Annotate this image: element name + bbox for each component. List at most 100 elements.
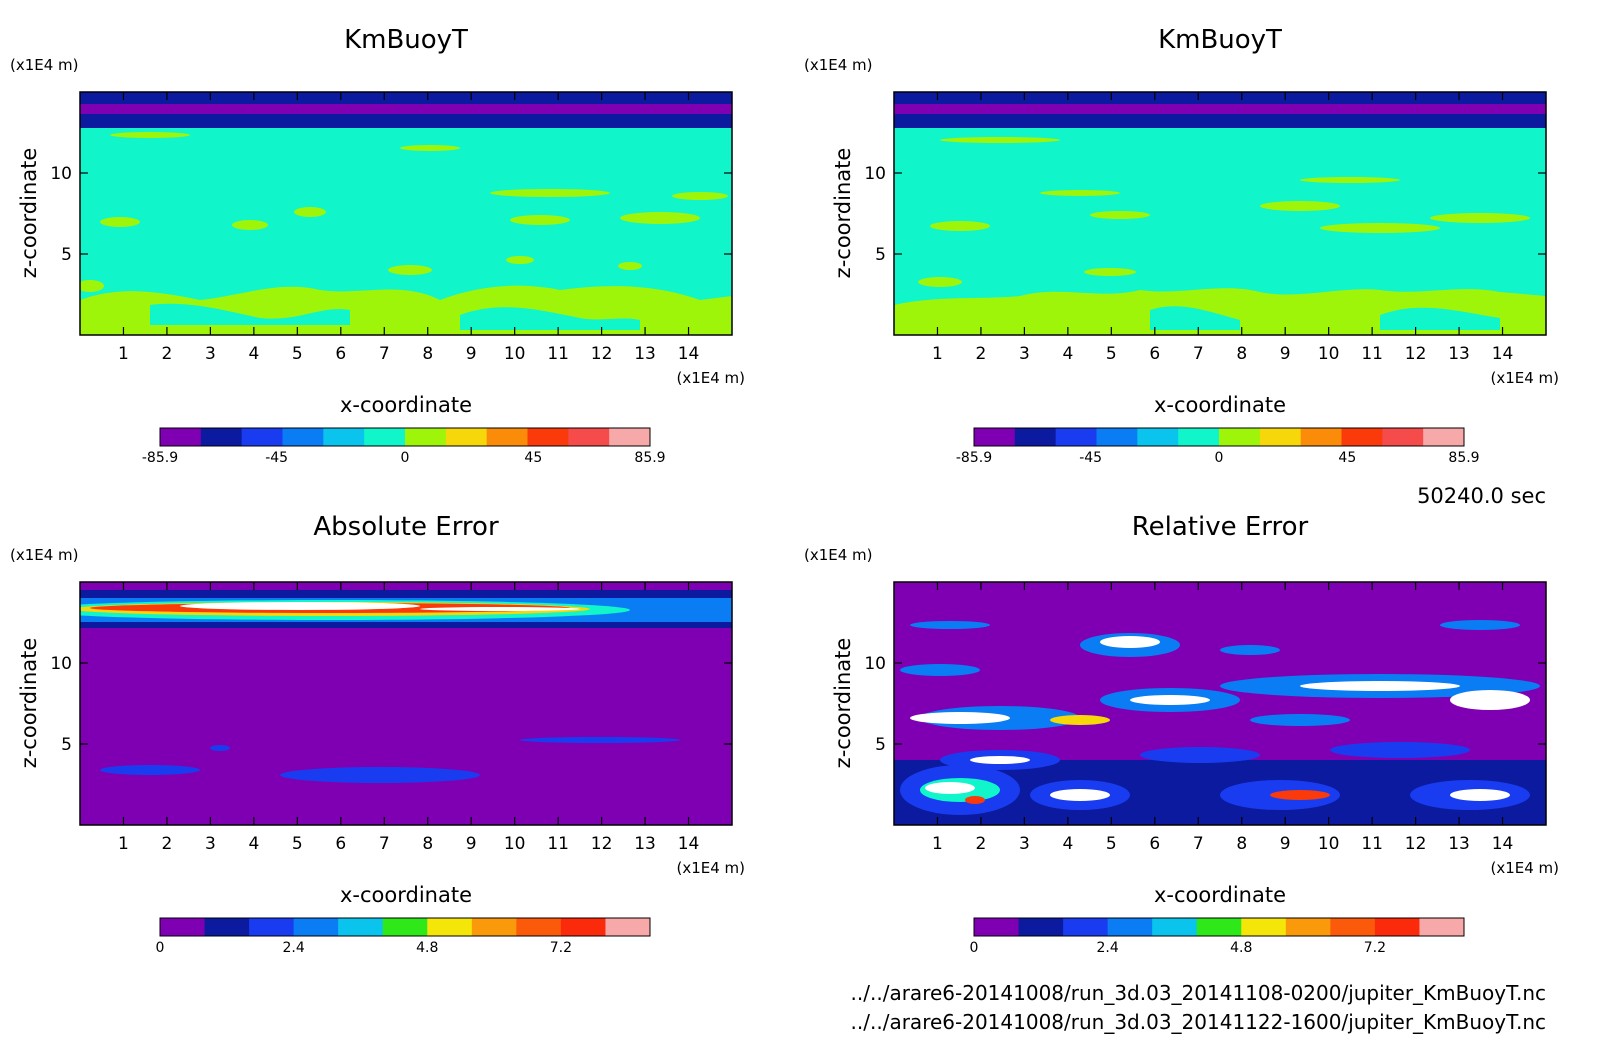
colorbar-tick-label: 4.8 bbox=[416, 940, 438, 956]
x-tick-label: 3 bbox=[205, 834, 216, 854]
colorbar-swatch bbox=[1178, 428, 1220, 446]
x-tick-label: 7 bbox=[379, 834, 390, 854]
panel-2-x-unit: (x1E4 m) bbox=[676, 859, 745, 877]
colorbar-swatch bbox=[1259, 428, 1302, 446]
x-tick-label: 6 bbox=[1149, 834, 1160, 854]
colorbar-swatch bbox=[405, 428, 447, 446]
y-tick-label: 5 bbox=[61, 245, 72, 265]
colorbar-swatch bbox=[1241, 918, 1287, 936]
panel-0-title: KmBuoyT bbox=[344, 25, 468, 55]
colorbar-tick-label: 0 bbox=[156, 940, 165, 956]
x-tick-label: 3 bbox=[205, 344, 216, 364]
panel-3-ylabel: z-coordinate bbox=[831, 638, 855, 769]
colorbar-swatch bbox=[1096, 428, 1138, 446]
panel-1-field bbox=[894, 92, 1546, 335]
x-tick-label: 10 bbox=[1318, 834, 1340, 854]
colorbar-swatch bbox=[974, 428, 1016, 446]
colorbar-swatch bbox=[471, 918, 517, 936]
colorbar-swatch bbox=[382, 918, 428, 936]
x-tick-label: 7 bbox=[379, 344, 390, 364]
x-tick-label: 10 bbox=[504, 834, 526, 854]
colorbar-swatch bbox=[1330, 918, 1376, 936]
x-tick-label: 14 bbox=[1492, 344, 1514, 364]
time-label: 50240.0 sec bbox=[1417, 484, 1546, 508]
colorbar-swatch bbox=[338, 918, 384, 936]
x-tick-label: 1 bbox=[118, 344, 129, 364]
colorbar-swatch bbox=[1341, 428, 1383, 446]
x-tick-label: 7 bbox=[1193, 834, 1204, 854]
colorbar-swatch bbox=[160, 428, 202, 446]
panel-1-frame bbox=[893, 91, 1547, 336]
colorbar-swatch bbox=[1423, 428, 1465, 446]
colorbar-frame bbox=[159, 917, 651, 937]
colorbar-tick-label: -45 bbox=[265, 450, 288, 466]
x-tick-label: 6 bbox=[335, 344, 346, 364]
colorbar-swatch bbox=[1055, 428, 1097, 446]
panel-0-y-unit: (x1E4 m) bbox=[10, 56, 79, 74]
panel-1-xlabel: x-coordinate bbox=[1154, 393, 1286, 417]
x-tick-label: 14 bbox=[678, 344, 700, 364]
colorbar-swatch bbox=[1014, 428, 1057, 446]
x-tick-label: 1 bbox=[932, 344, 943, 364]
panel-0-xlabel: x-coordinate bbox=[340, 393, 472, 417]
colorbar-tick-label: -85.9 bbox=[142, 450, 178, 466]
panel-2-ylabel: z-coordinate bbox=[17, 638, 41, 769]
x-tick-label: 1 bbox=[932, 834, 943, 854]
panel-0-ylabel: z-coordinate bbox=[17, 148, 41, 279]
colorbar-swatch bbox=[516, 918, 562, 936]
colorbar-swatch bbox=[605, 918, 651, 936]
colorbar-swatch bbox=[1018, 918, 1064, 936]
colorbar-swatch bbox=[974, 918, 1020, 936]
panel-3-x-unit: (x1E4 m) bbox=[1490, 859, 1559, 877]
panel-1-y-unit: (x1E4 m) bbox=[804, 56, 873, 74]
panel-3-xlabel: x-coordinate bbox=[1154, 883, 1286, 907]
x-tick-label: 8 bbox=[1236, 834, 1247, 854]
y-tick-label: 10 bbox=[864, 164, 886, 184]
colorbar-tick-label: 85.9 bbox=[634, 450, 665, 466]
x-tick-label: 9 bbox=[466, 834, 477, 854]
panel-1-x-unit: (x1E4 m) bbox=[1490, 369, 1559, 387]
x-tick-label: 5 bbox=[1106, 344, 1117, 364]
colorbar-swatch bbox=[1063, 918, 1109, 936]
x-tick-label: 2 bbox=[976, 834, 987, 854]
colorbar-tick-label: 85.9 bbox=[1448, 450, 1479, 466]
x-tick-label: 11 bbox=[547, 344, 569, 364]
colorbar-swatch bbox=[560, 918, 606, 936]
colorbar-swatch bbox=[1152, 918, 1198, 936]
colorbar-tick-label: 0 bbox=[401, 450, 410, 466]
y-tick-label: 5 bbox=[61, 735, 72, 755]
x-tick-label: 2 bbox=[976, 344, 987, 364]
x-tick-label: 4 bbox=[248, 834, 259, 854]
x-tick-label: 13 bbox=[634, 344, 656, 364]
colorbar-swatch bbox=[609, 428, 651, 446]
colorbar-swatch bbox=[1137, 428, 1179, 446]
colorbar-swatch bbox=[204, 918, 250, 936]
x-tick-label: 8 bbox=[422, 834, 433, 854]
colorbar-tick-label: 4.8 bbox=[1230, 940, 1252, 956]
colorbar-tick-label: -85.9 bbox=[956, 450, 992, 466]
colorbar-swatch bbox=[1107, 918, 1153, 936]
colorbar-swatch bbox=[364, 428, 406, 446]
colorbar-swatch bbox=[200, 428, 243, 446]
panel-0-x-unit: (x1E4 m) bbox=[676, 369, 745, 387]
colorbar-tick-label: 2.4 bbox=[1097, 940, 1119, 956]
colorbar-swatch bbox=[1382, 428, 1424, 446]
colorbar-swatch bbox=[293, 918, 339, 936]
colorbar-swatch bbox=[241, 428, 283, 446]
panel-1-title: KmBuoyT bbox=[1158, 25, 1282, 55]
panel-2-field bbox=[80, 582, 732, 825]
colorbar-swatch bbox=[445, 428, 488, 446]
colorbar-tick-label: 0 bbox=[1215, 450, 1224, 466]
file-path-1: ../../arare6-20141008/run_3d.03_20141108… bbox=[851, 981, 1546, 1005]
x-tick-label: 11 bbox=[1361, 344, 1383, 364]
colorbar-frame bbox=[973, 427, 1465, 447]
panel-3-y-unit: (x1E4 m) bbox=[804, 546, 873, 564]
x-tick-label: 5 bbox=[292, 834, 303, 854]
x-tick-label: 6 bbox=[1149, 344, 1160, 364]
x-tick-label: 2 bbox=[162, 834, 173, 854]
colorbar-swatch bbox=[427, 918, 473, 936]
x-tick-label: 4 bbox=[248, 344, 259, 364]
colorbar-tick-label: 45 bbox=[1338, 450, 1356, 466]
